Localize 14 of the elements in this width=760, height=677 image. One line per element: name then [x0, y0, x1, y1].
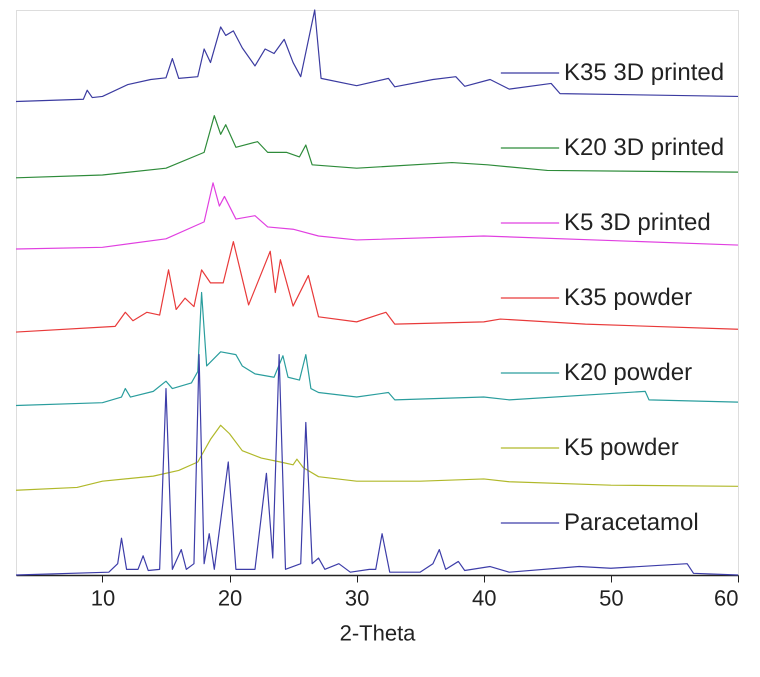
x-tick-label: 20 [218, 586, 242, 610]
legend-label: K20 powder [564, 359, 692, 386]
legend-label: K5 3D printed [564, 209, 711, 236]
x-tick-label: 30 [344, 586, 370, 610]
legend-label: Paracetamol [564, 509, 699, 536]
legend-label: K35 powder [564, 284, 692, 311]
legend-label: K5 powder [564, 434, 679, 461]
x-tick-label: 10 [90, 586, 116, 610]
x-tick-label: 40 [472, 586, 497, 610]
x-tick-label: 60 [714, 586, 738, 610]
legend-label: K35 3D printed [564, 59, 724, 86]
x-tick-label: 50 [599, 586, 624, 610]
legend-label: K20 3D printed [564, 134, 724, 161]
x-axis-title: 2-Theta [340, 620, 416, 646]
